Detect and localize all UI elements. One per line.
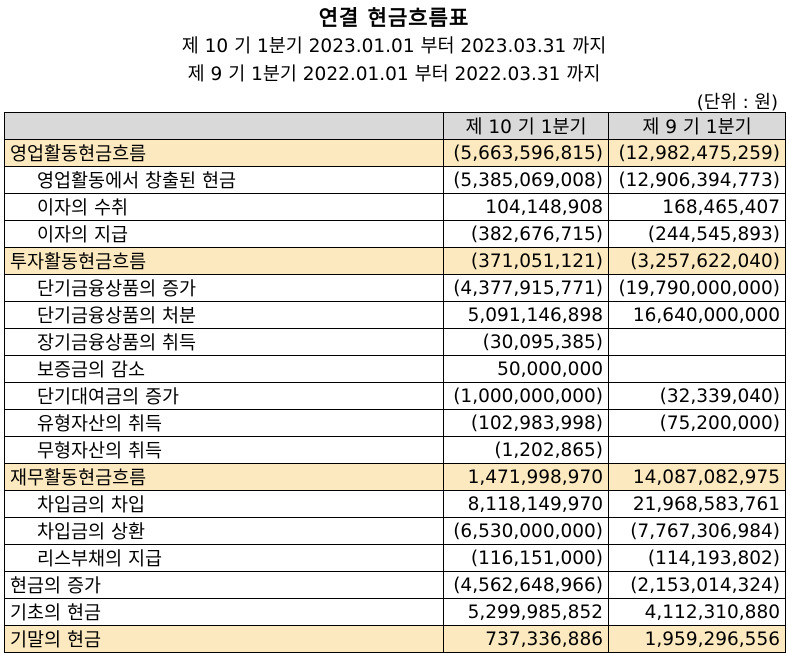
row-label: 기말의 현금 (4, 625, 444, 653)
row-label: 유형자산의 취득 (4, 409, 444, 437)
row-label: 차입금의 차입 (4, 490, 444, 518)
row-current-value: 737,336,886 (443, 625, 609, 653)
table-row: 이자의 지급 (382,676,715) (244,545,893) (4, 220, 786, 248)
row-label: 영업활동에서 창출된 현금 (4, 166, 444, 194)
row-prior-value: (114,193,802) (608, 544, 786, 572)
row-label: 무형자산의 취득 (4, 436, 444, 464)
row-current-value: (1,202,865) (443, 436, 609, 464)
row-prior-value (608, 328, 786, 356)
row-current-value: 5,299,985,852 (443, 598, 609, 626)
row-current-value: (30,095,385) (443, 328, 609, 356)
row-current-value: 104,148,908 (443, 193, 609, 221)
row-label: 리스부채의 지급 (4, 544, 444, 572)
table-row: 장기금융상품의 취득 (30,095,385) (4, 328, 786, 356)
header-prior-period: 제 9 기 1분기 (608, 112, 786, 140)
table-row: 이자의 수취 104,148,908 168,465,407 (4, 193, 786, 221)
row-prior-value: (32,339,040) (608, 382, 786, 410)
header-current-period: 제 10 기 1분기 (443, 112, 609, 140)
period-current: 제 10 기 1분기 2023.01.01 부터 2023.03.31 까지 (181, 36, 607, 57)
table-row: 무형자산의 취득 (1,202,865) (4, 436, 786, 464)
row-prior-value: (3,257,622,040) (608, 247, 786, 275)
table-row: 단기금융상품의 처분 5,091,146,898 16,640,000,000 (4, 301, 786, 329)
row-current-value: 8,118,149,970 (443, 490, 609, 518)
row-prior-value: (2,153,014,324) (608, 571, 786, 599)
section-row: 재무활동현금흐름 1,471,998,970 14,087,082,975 (4, 463, 786, 491)
section-row: 투자활동현금흐름 (371,051,121) (3,257,622,040) (4, 247, 786, 275)
row-prior-value: (19,790,000,000) (608, 274, 786, 302)
row-label: 투자활동현금흐름 (4, 247, 444, 275)
row-label: 장기금융상품의 취득 (4, 328, 444, 356)
row-current-value: (5,385,069,008) (443, 166, 609, 194)
row-current-value: (4,377,915,771) (443, 274, 609, 302)
row-current-value: (6,530,000,000) (443, 517, 609, 545)
row-current-value: (5,663,596,815) (443, 139, 609, 167)
row-prior-value: (12,906,394,773) (608, 166, 786, 194)
statement-title: 연결 현금흐름표 (318, 6, 470, 30)
table-row: 영업활동에서 창출된 현금 (5,385,069,008) (12,906,394,… (4, 166, 786, 194)
row-current-value: 50,000,000 (443, 355, 609, 383)
table-row: 유형자산의 취득 (102,983,998) (75,200,000) (4, 409, 786, 437)
row-label: 단기금융상품의 처분 (4, 301, 444, 329)
period-prior: 제 9 기 1분기 2022.01.01 부터 2022.03.31 까지 (187, 64, 601, 85)
row-current-value: (371,051,121) (443, 247, 609, 275)
row-label: 보증금의 감소 (4, 355, 444, 383)
section-row: 영업활동현금흐름 (5,663,596,815) (12,982,475,259) (4, 139, 786, 167)
row-label: 이자의 수취 (4, 193, 444, 221)
row-prior-value (608, 355, 786, 383)
table-body: 영업활동현금흐름 (5,663,596,815) (12,982,475,259) 영… (4, 139, 786, 653)
table-row: 단기금융상품의 증가 (4,377,915,771) (19,790,000,000… (4, 274, 786, 302)
row-label: 단기대여금의 증가 (4, 382, 444, 410)
row-prior-value: (7,767,306,984) (608, 517, 786, 545)
row-prior-value: 1,959,296,556 (608, 625, 786, 653)
header-label-column (4, 112, 444, 140)
row-current-value: (4,562,648,966) (443, 571, 609, 599)
row-prior-value: 168,465,407 (608, 193, 786, 221)
table-row: 차입금의 차입 8,118,149,970 21,968,583,761 (4, 490, 786, 518)
table-row: 보증금의 감소 50,000,000 (4, 355, 786, 383)
row-label: 이자의 지급 (4, 220, 444, 248)
row-prior-value: 4,112,310,880 (608, 598, 786, 626)
row-label: 현금의 증가 (4, 571, 444, 599)
row-label: 차입금의 상환 (4, 517, 444, 545)
row-current-value: 1,471,998,970 (443, 463, 609, 491)
row-prior-value: 16,640,000,000 (608, 301, 786, 329)
table-row: 단기대여금의 증가 (1,000,000,000) (32,339,040) (4, 382, 786, 410)
row-label: 재무활동현금흐름 (4, 463, 444, 491)
row-prior-value: (244,545,893) (608, 220, 786, 248)
row-prior-value: 21,968,583,761 (608, 490, 786, 518)
row-current-value: (102,983,998) (443, 409, 609, 437)
row-prior-value (608, 436, 786, 464)
row-current-value: (1,000,000,000) (443, 382, 609, 410)
row-label: 단기금융상품의 증가 (4, 274, 444, 302)
table-row: 기초의 현금 5,299,985,852 4,112,310,880 (4, 598, 786, 626)
table-row: 리스부채의 지급 (116,151,000) (114,193,802) (4, 544, 786, 572)
table-row: 차입금의 상환 (6,530,000,000) (7,767,306,984) (4, 517, 786, 545)
section-row: 기말의 현금 737,336,886 1,959,296,556 (4, 625, 786, 653)
row-prior-value: (12,982,475,259) (608, 139, 786, 167)
table-header-row: 제 10 기 1분기 제 9 기 1분기 (4, 112, 786, 140)
table-row: 현금의 증가 (4,562,648,966) (2,153,014,324) (4, 571, 786, 599)
row-prior-value: 14,087,082,975 (608, 463, 786, 491)
unit-label: (단위 : 원) (696, 92, 778, 113)
row-label: 기초의 현금 (4, 598, 444, 626)
row-current-value: (116,151,000) (443, 544, 609, 572)
row-prior-value: (75,200,000) (608, 409, 786, 437)
row-label: 영업활동현금흐름 (4, 139, 444, 167)
row-current-value: 5,091,146,898 (443, 301, 609, 329)
cash-flow-table: 제 10 기 1분기 제 9 기 1분기 영업활동현금흐름 (5,663,596,… (4, 112, 786, 653)
row-current-value: (382,676,715) (443, 220, 609, 248)
